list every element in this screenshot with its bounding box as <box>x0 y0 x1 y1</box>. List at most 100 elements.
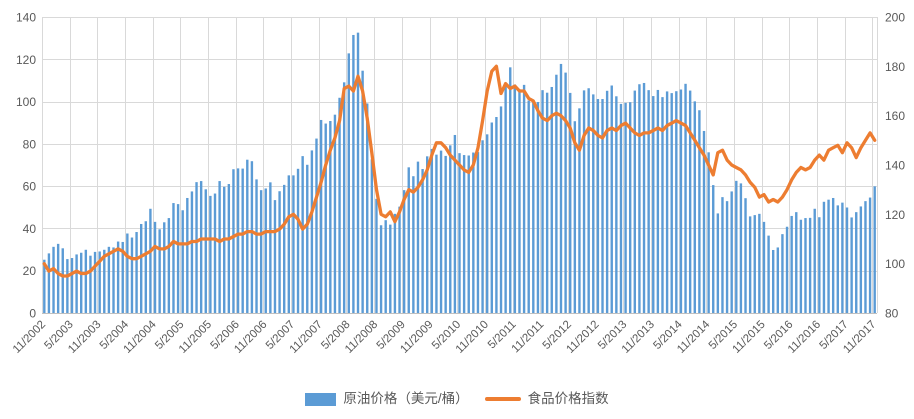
oil-bar <box>195 182 198 313</box>
oil-bar <box>522 84 526 314</box>
oil-bar <box>93 251 97 313</box>
oil-bar <box>836 205 839 313</box>
y-left-tick-label: 140 <box>16 11 36 25</box>
oil-bar <box>287 175 291 313</box>
y-right-tick-label: 100 <box>885 257 905 271</box>
oil-bar <box>628 102 632 314</box>
oil-bar <box>301 156 304 313</box>
oil-bar <box>153 221 157 313</box>
oil-bar <box>601 99 604 313</box>
oil-bar <box>241 168 244 313</box>
oil-bar <box>338 97 341 314</box>
oil-bar <box>269 182 272 313</box>
y-right-tick-label: 120 <box>885 208 905 222</box>
oil-bar <box>421 169 424 313</box>
oil-bar <box>89 255 92 313</box>
oil-bar <box>310 150 314 313</box>
oil-bar <box>47 253 51 313</box>
oil-bar <box>389 224 392 313</box>
oil-bar <box>592 94 595 313</box>
oil-bar <box>545 92 549 313</box>
oil-bar <box>66 259 69 313</box>
oil-bar <box>582 90 586 314</box>
legend-item-food: 食品价格指数 <box>484 391 609 407</box>
oil-bar <box>352 34 355 313</box>
oil-bar <box>758 213 761 313</box>
oil-bar <box>739 183 743 313</box>
food-series-label: 食品价格指数 <box>527 391 609 407</box>
oil-bar <box>98 251 101 313</box>
oil-bar <box>850 217 853 313</box>
oil-bar <box>472 152 475 313</box>
oil-bar <box>329 121 332 314</box>
oil-bar <box>532 99 535 313</box>
legend: 原油价格（美元/桶） 食品价格指数 <box>0 387 914 411</box>
oil-bar <box>776 247 780 313</box>
oil-bar <box>864 201 867 313</box>
oil-bar <box>518 89 521 313</box>
oil-bar <box>638 84 641 313</box>
gridlines <box>42 17 877 313</box>
oil-bar <box>218 181 221 313</box>
oil-bar <box>407 167 410 313</box>
oil-bar <box>485 134 489 313</box>
oil-bar <box>204 189 207 313</box>
oil-bar <box>675 91 678 314</box>
oil-bar <box>149 208 152 313</box>
oil-bar <box>190 191 194 313</box>
oil-bar <box>319 119 323 313</box>
y-right-tick-label: 80 <box>885 307 899 321</box>
x-axis-labels: 11/20025/200311/20035/200411/20045/20051… <box>11 318 879 356</box>
oil-bar <box>781 234 784 313</box>
oil-bar <box>859 206 863 313</box>
oil-bar <box>767 235 770 313</box>
oil-bar <box>827 199 830 313</box>
oil-bar <box>573 121 577 313</box>
oil-bar <box>449 145 452 313</box>
food-index-line <box>42 64 877 278</box>
oil-bar <box>121 241 124 313</box>
oil-bar <box>426 156 429 313</box>
oil-bar <box>610 85 613 313</box>
oil-bar <box>744 198 747 313</box>
oil-bar <box>831 197 835 313</box>
oil-bar <box>416 161 420 313</box>
axis-lines <box>42 17 878 314</box>
y-left-tick-label: 100 <box>16 95 36 109</box>
oil-bar <box>688 90 692 313</box>
oil-bar <box>103 249 106 313</box>
oil-bar <box>112 247 115 313</box>
oil-bar <box>541 90 544 314</box>
oil-bar <box>361 70 364 313</box>
oil-bar <box>139 223 143 313</box>
oil-bar <box>232 169 235 313</box>
oil-bar <box>841 202 844 313</box>
oil-bar <box>255 179 258 313</box>
oil-bar <box>698 110 701 314</box>
oil-bar <box>333 114 337 314</box>
y-right-tick-label: 160 <box>885 109 905 123</box>
y-left-tick-label: 0 <box>29 307 36 321</box>
oil-bar <box>453 134 457 313</box>
oil-bar <box>481 140 484 313</box>
y-left-tick-label: 60 <box>23 180 37 194</box>
oil-bar <box>822 201 826 313</box>
oil-bar <box>384 220 387 313</box>
oil-bar <box>702 130 706 313</box>
oil-bar <box>186 197 189 313</box>
oil-bar <box>679 89 683 314</box>
oil-bar <box>647 90 650 314</box>
oil-bar <box>250 161 254 313</box>
oil-price-bars <box>43 32 876 314</box>
oil-bar <box>444 155 447 313</box>
oil-bar <box>135 232 138 313</box>
oil-bar <box>748 216 752 313</box>
oil-bar <box>412 176 415 313</box>
oil-bar <box>721 197 724 313</box>
oil-bar <box>435 154 438 313</box>
oil-bar <box>213 193 217 313</box>
oil-series-swatch <box>305 392 337 406</box>
oil-bar <box>785 226 789 313</box>
plot-area: 0 20 40 60 80 100 120 140 80 100 120 140 160 180 200 11… <box>11 11 906 356</box>
oil-bar <box>379 225 383 313</box>
